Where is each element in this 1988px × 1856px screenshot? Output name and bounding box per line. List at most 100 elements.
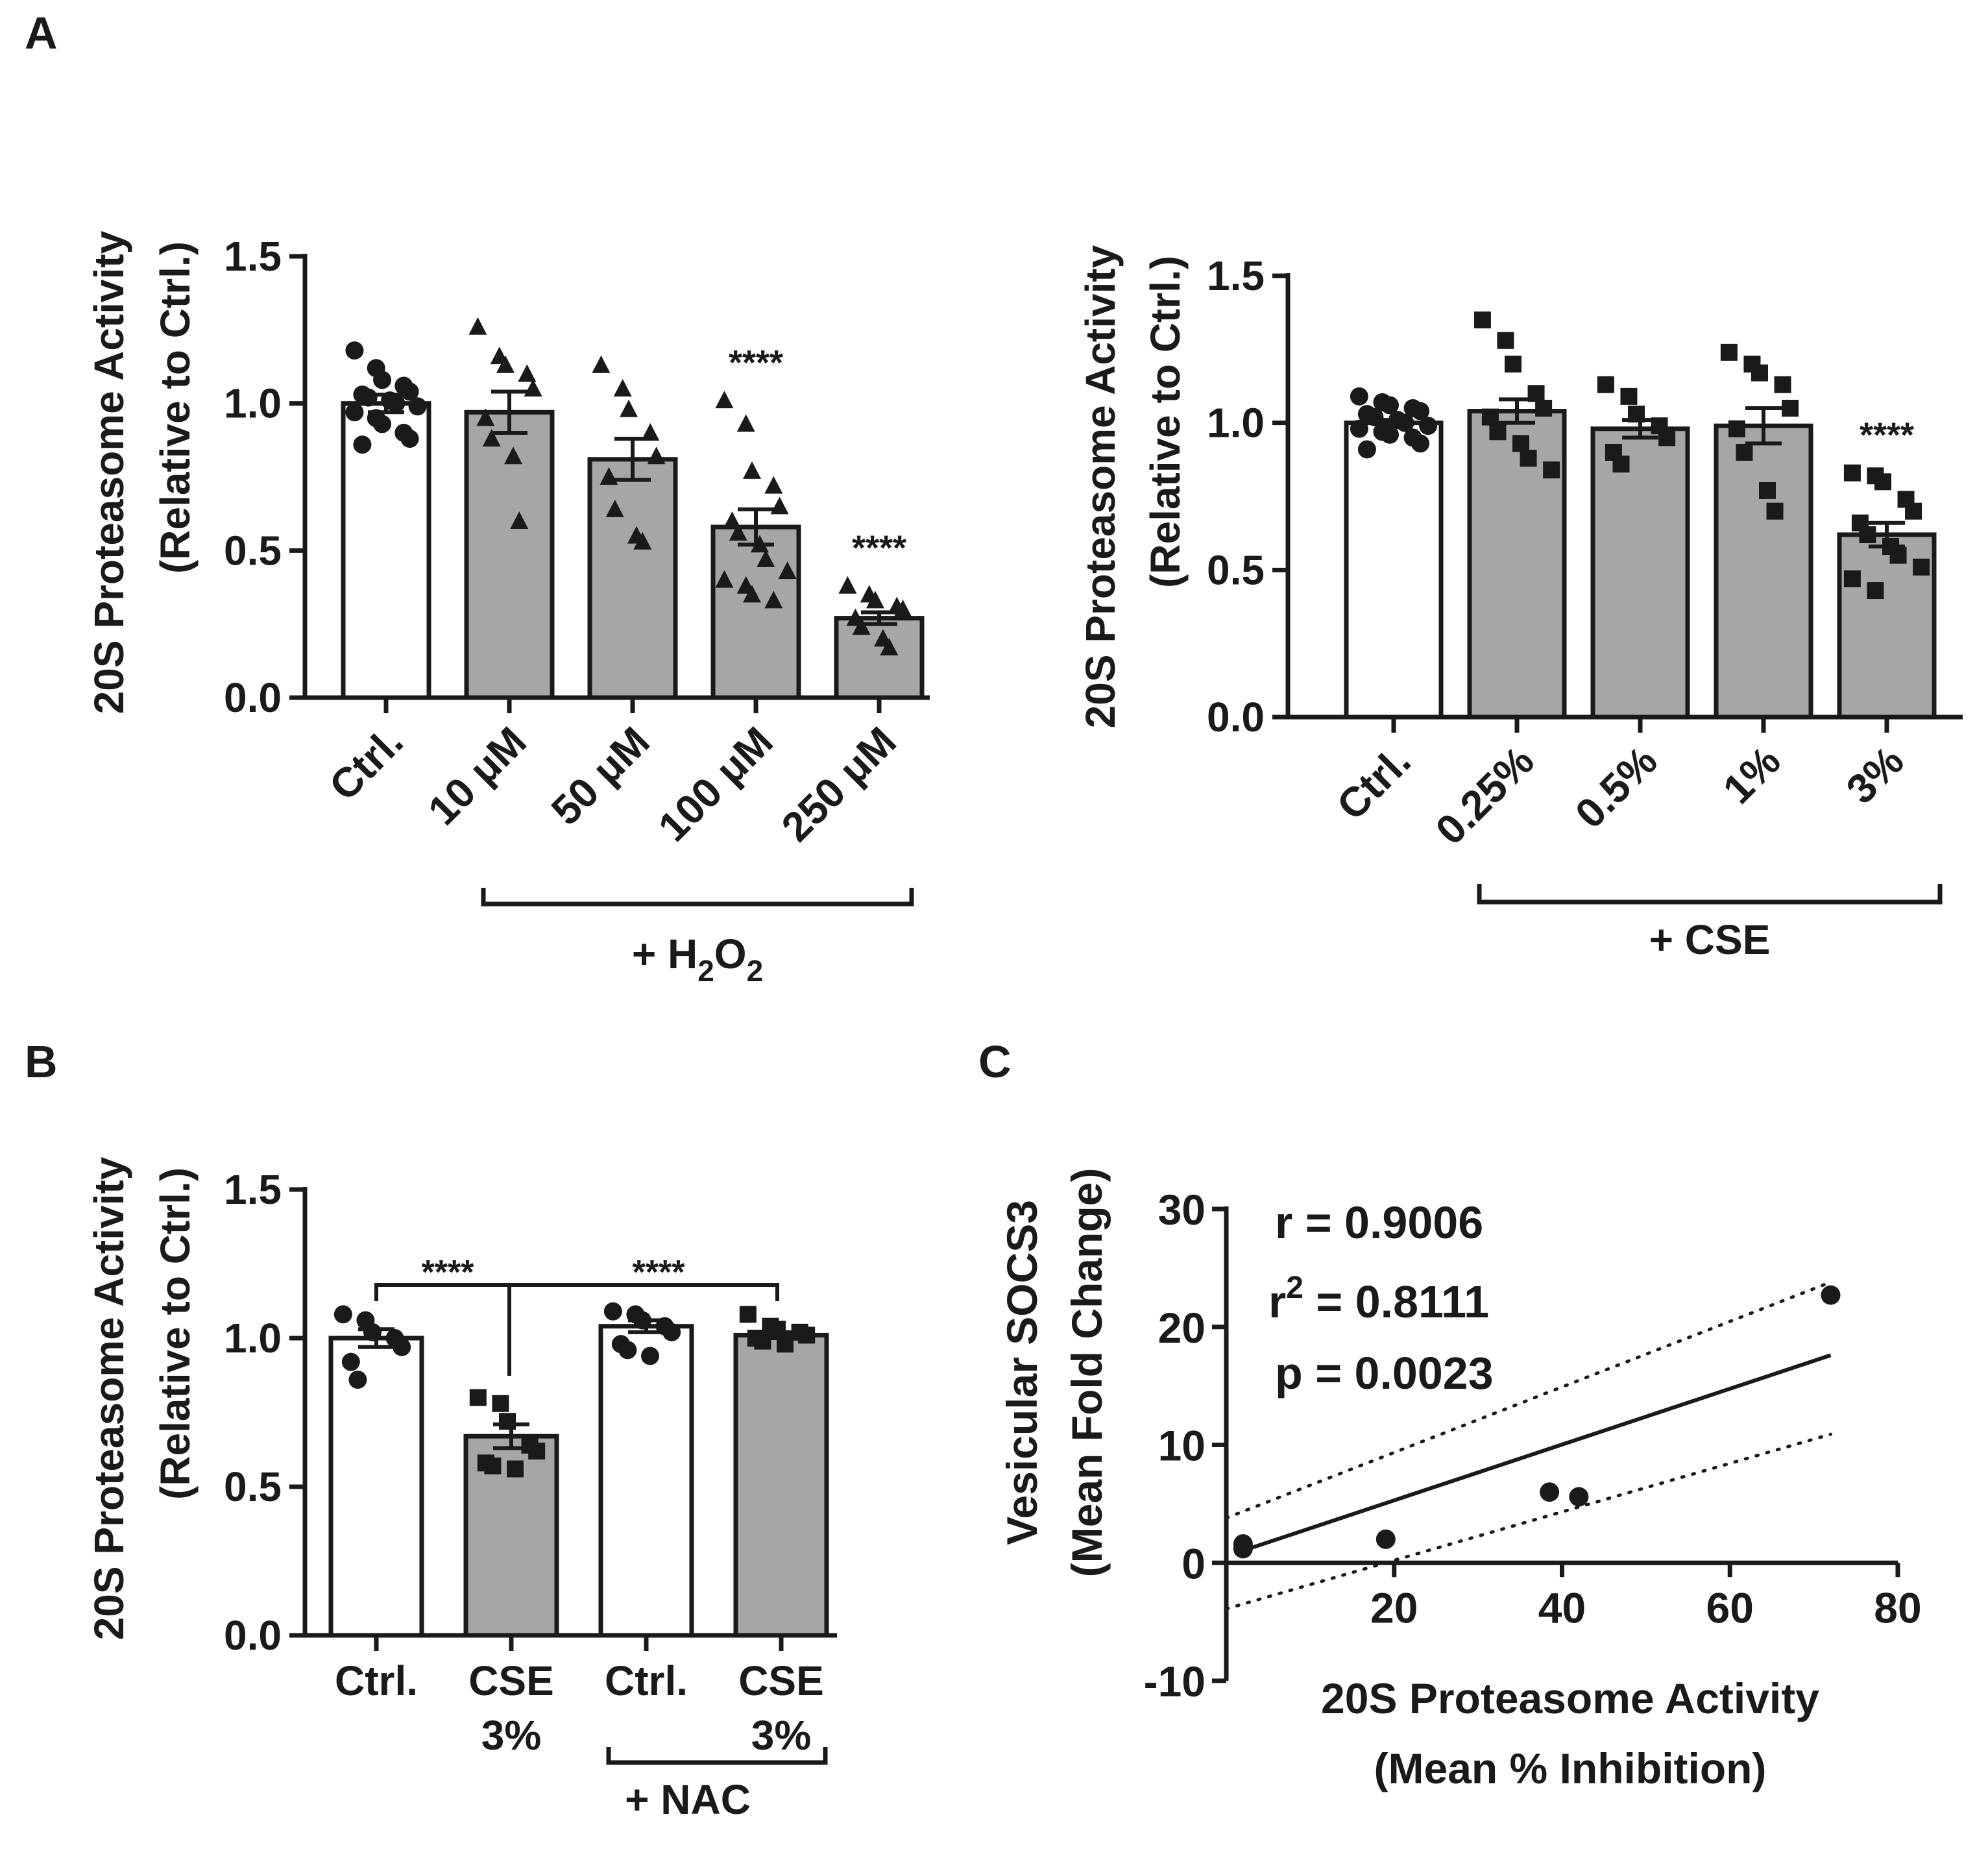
a1-data-point: [496, 355, 515, 373]
a1-data-point: [613, 379, 632, 397]
a1-data-point: [647, 446, 666, 465]
a2-data-point: [1473, 311, 1491, 328]
b-data-point: [798, 1326, 816, 1344]
b-ylabel-line2: (Relative to Ctrl.): [152, 1167, 199, 1500]
b-data-point: [662, 1323, 681, 1341]
c-xlabel-line1: 20S Proteasome Activity: [1321, 1674, 1819, 1722]
c-x-tick-label: 80: [1874, 1583, 1921, 1631]
a1-data-point: [387, 394, 406, 413]
a2-bar: [1344, 421, 1444, 720]
a1-x-tick-label: 10 μM: [419, 718, 535, 834]
b-group-bracket: [606, 1747, 828, 1765]
a2-data-point: [1859, 526, 1876, 543]
c-data-point: [1540, 1482, 1560, 1502]
a1-data-point: [345, 403, 364, 422]
c-data-point: [1569, 1487, 1589, 1507]
a1-data-point: [757, 549, 775, 567]
c-stat-p: p = 0.0023: [1275, 1348, 1494, 1398]
b-significance-left: ****: [422, 1254, 475, 1291]
a1-significance: ****: [852, 529, 906, 568]
b-data-point: [739, 1306, 757, 1323]
a1-x-tick-label: Ctrl.: [320, 718, 411, 809]
a1-data-point: [359, 388, 378, 407]
b-data-point: [618, 1341, 637, 1360]
a2-bracket-label: + CSE: [1649, 916, 1771, 963]
a2-x-tick-label: 1%: [1714, 737, 1789, 812]
a1-data-point: [468, 317, 487, 335]
c-y-tick-label: 30: [1158, 1186, 1206, 1234]
a1-data-point: [400, 430, 419, 448]
b-y-tick-label: 0.0: [224, 1612, 282, 1659]
a1-bracket-label: + H2O2: [632, 931, 763, 988]
a1-ylabel-line2: (Relative to Ctrl.): [152, 241, 199, 574]
b-data-point: [492, 1395, 509, 1412]
c-x-tick-label: 20: [1370, 1583, 1418, 1631]
a1-data-point: [893, 600, 912, 617]
a1-data-point: [400, 382, 419, 401]
a1-data-point: [743, 585, 761, 603]
a2-group-bracket: [1477, 884, 1943, 905]
c-data-point: [1821, 1285, 1841, 1305]
b-data-point: [499, 1413, 516, 1430]
a1-data-point: [373, 415, 391, 433]
a2-data-point: [1381, 425, 1399, 444]
c-y-tick-label: 10: [1158, 1422, 1206, 1470]
a2-data-point: [1481, 408, 1499, 426]
a2-data-point: [1419, 417, 1438, 435]
a2-ylabel-line2: (Relative to Ctrl.): [1142, 256, 1189, 588]
a2-data-point: [1489, 423, 1507, 441]
c-x-tick-label: 60: [1706, 1583, 1754, 1631]
a1-data-point: [373, 371, 391, 389]
b-x-tick-label-line2: 3%: [751, 1712, 812, 1759]
c-y-tick-label: 0: [1182, 1539, 1206, 1587]
chart-b-nac: 20S Proteasome Activity (Relative to Ctr…: [86, 1156, 837, 1823]
a2-y-tick-label: 0.0: [1207, 694, 1265, 740]
a2-ylabel-line1: 20S Proteasome Activity: [1077, 245, 1124, 728]
a2-data-point: [1728, 420, 1745, 437]
b-significance-right: ****: [633, 1254, 686, 1291]
a2-data-point: [1411, 434, 1430, 453]
a1-data-point: [736, 414, 755, 432]
a2-data-point: [1357, 440, 1376, 459]
a2-x-tick-label: 0.5%: [1566, 737, 1666, 837]
a2-y-tick-label: 1.5: [1207, 252, 1265, 299]
c-ci-upper-line: [1224, 1280, 1832, 1520]
a2-data-point: [1543, 461, 1560, 479]
a1-data-point: [764, 476, 783, 494]
b-x-tick-label: Ctrl.: [335, 1657, 418, 1704]
a1-y-tick-label: 0.5: [224, 527, 282, 574]
a1-data-point: [641, 423, 660, 441]
b-data-point: [393, 1337, 411, 1356]
a1-x-tick-label: 100 μM: [649, 718, 782, 850]
b-data-point: [528, 1443, 546, 1460]
a1-data-point: [518, 364, 537, 382]
a2-data-point: [1720, 343, 1738, 361]
a1-data-point: [476, 408, 495, 426]
a2-data-point: [1381, 396, 1399, 415]
c-y-tick-label: -10: [1144, 1657, 1206, 1705]
a1-data-point: [524, 379, 542, 397]
c-ylabel-line1: Vesicular SOCS3: [998, 1200, 1046, 1545]
a1-data-point: [592, 355, 611, 373]
a1-x-tick-label: 250 μM: [773, 718, 905, 850]
a1-bar: [834, 616, 925, 700]
b-data-point: [507, 1460, 524, 1478]
a2-data-point: [1889, 546, 1907, 564]
b-bar: [328, 1336, 424, 1638]
b-bracket-label: + NAC: [625, 1776, 751, 1823]
a1-data-point: [770, 496, 789, 515]
a1-data-point: [838, 576, 857, 594]
c-data-point: [1233, 1534, 1253, 1554]
b-data-point: [469, 1389, 487, 1406]
b-significance-bracket: [374, 1283, 779, 1376]
a2-data-point: [1759, 482, 1776, 499]
a2-data-point: [1535, 400, 1553, 417]
a1-data-point: [743, 461, 761, 479]
a2-data-point: [1874, 473, 1891, 491]
c-regression-line: [1233, 1353, 1832, 1556]
c-ylabel-line2: (Mean Fold Change): [1063, 1168, 1111, 1578]
b-data-point: [754, 1332, 771, 1350]
a2-data-point: [1751, 364, 1768, 382]
b-data-point: [484, 1457, 502, 1474]
a1-data-point: [408, 397, 427, 416]
